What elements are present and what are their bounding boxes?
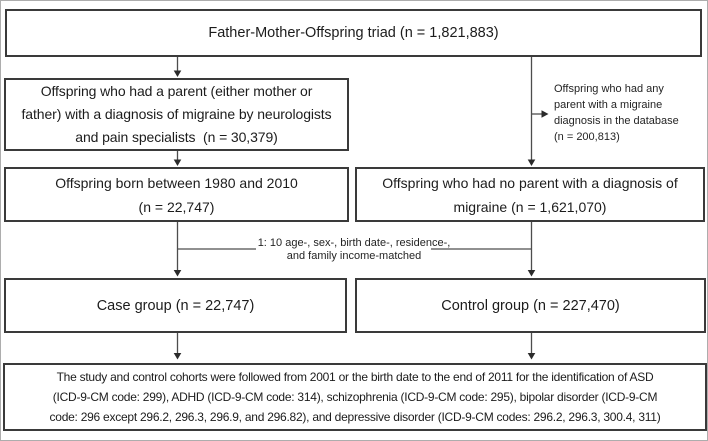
triad-label: Father-Mother-Offspring triad (n = 1,821… xyxy=(208,25,499,41)
excluded-note-line: diagnosis in the database xyxy=(554,115,679,127)
no-parent-line: migraine (n = 1,621,070) xyxy=(453,198,607,215)
arrow-control-to-followup xyxy=(527,333,536,360)
box-followup-outcomes: The study and control cohorts were follo… xyxy=(3,363,707,431)
born-line: Offspring born between 1980 and 2010 xyxy=(55,174,298,191)
note-excluded-any-parent-migraine: Offspring who had any parent with a migr… xyxy=(554,81,704,145)
note-matching-criteria: 1: 10 age-, sex-, birth date-, residence… xyxy=(248,237,460,263)
arrow-no-parent-to-control xyxy=(527,222,536,277)
arrow-to-excluded-note xyxy=(531,110,549,118)
box-no-parent-migraine: Offspring who had no parent with a diagn… xyxy=(355,167,705,222)
box-case-group: Case group (n = 22,747) xyxy=(4,278,347,333)
arrow-case-to-followup xyxy=(173,333,182,360)
box-parent-migraine-offspring: Offspring who had a parent (either mothe… xyxy=(4,78,349,151)
born-line: (n = 22,747) xyxy=(138,198,215,215)
followup-line: (ICD-9-CM code: 299), ADHD (ICD-9-CM cod… xyxy=(52,390,658,404)
arrow-parent-migraine-to-born xyxy=(173,151,182,166)
followup-line: The study and control cohorts were follo… xyxy=(56,370,654,384)
case-group-label: Case group (n = 22,747) xyxy=(96,297,255,314)
box-control-group: Control group (n = 227,470) xyxy=(355,278,706,333)
excluded-note-line: (n = 200,813) xyxy=(554,131,620,143)
parent-migraine-line: and pain specialists (n = 30,379) xyxy=(75,129,278,145)
excluded-note-line: parent with a migraine xyxy=(554,99,663,111)
box-offspring-born-1980-2010: Offspring born between 1980 and 2010 (n … xyxy=(4,167,349,222)
matching-note-line: and family income-matched xyxy=(286,250,422,262)
no-parent-line: Offspring who had no parent with a diagn… xyxy=(382,174,678,191)
arrow-born-to-case xyxy=(173,222,182,277)
parent-migraine-line: Offspring who had a parent (either mothe… xyxy=(40,83,313,99)
followup-line: code: 296 except 296.2, 296.3, 296.9, an… xyxy=(49,410,661,424)
arrow-triad-to-parent-migraine xyxy=(173,57,182,77)
control-group-label: Control group (n = 227,470) xyxy=(441,297,620,314)
box-triad-cohort: Father-Mother-Offspring triad (n = 1,821… xyxy=(5,9,702,57)
excluded-note-line: Offspring who had any xyxy=(554,83,664,95)
parent-migraine-line: father) with a diagnosis of migraine by … xyxy=(21,106,332,122)
arrow-triad-to-no-parent xyxy=(527,57,536,166)
matching-note-line: 1: 10 age-, sex-, birth date-, residence… xyxy=(257,237,451,249)
